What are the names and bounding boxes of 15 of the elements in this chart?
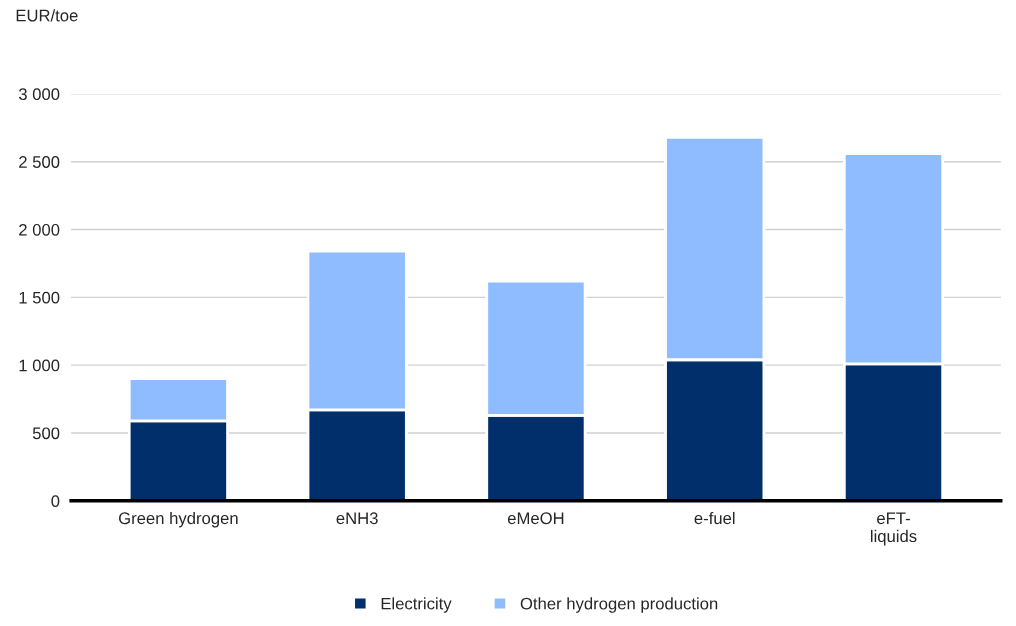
- y-tick-label: 3 000: [18, 88, 60, 101]
- x-tick-label: Green hydrogen: [119, 511, 238, 528]
- legend-label: Electricity: [381, 597, 452, 613]
- y-tick-label: 2 000: [19, 223, 60, 236]
- x-tick-label: eFT- liquids: [870, 512, 917, 546]
- y-tick-label: 0: [51, 495, 60, 507]
- y-tick-label: 500: [32, 427, 60, 440]
- y-axis-title: EUR/toe: [16, 9, 78, 22]
- x-tick-label: eNH3: [336, 512, 378, 525]
- y-tick-label: 2 500: [19, 156, 60, 168]
- y-tick-label: 1 000: [19, 359, 60, 372]
- y-tick-label: 1 500: [19, 291, 60, 304]
- x-tick-label: eMeOH: [507, 512, 564, 525]
- legend-label: Other hydrogen production: [520, 597, 718, 613]
- x-tick-label: e-fuel: [694, 511, 735, 525]
